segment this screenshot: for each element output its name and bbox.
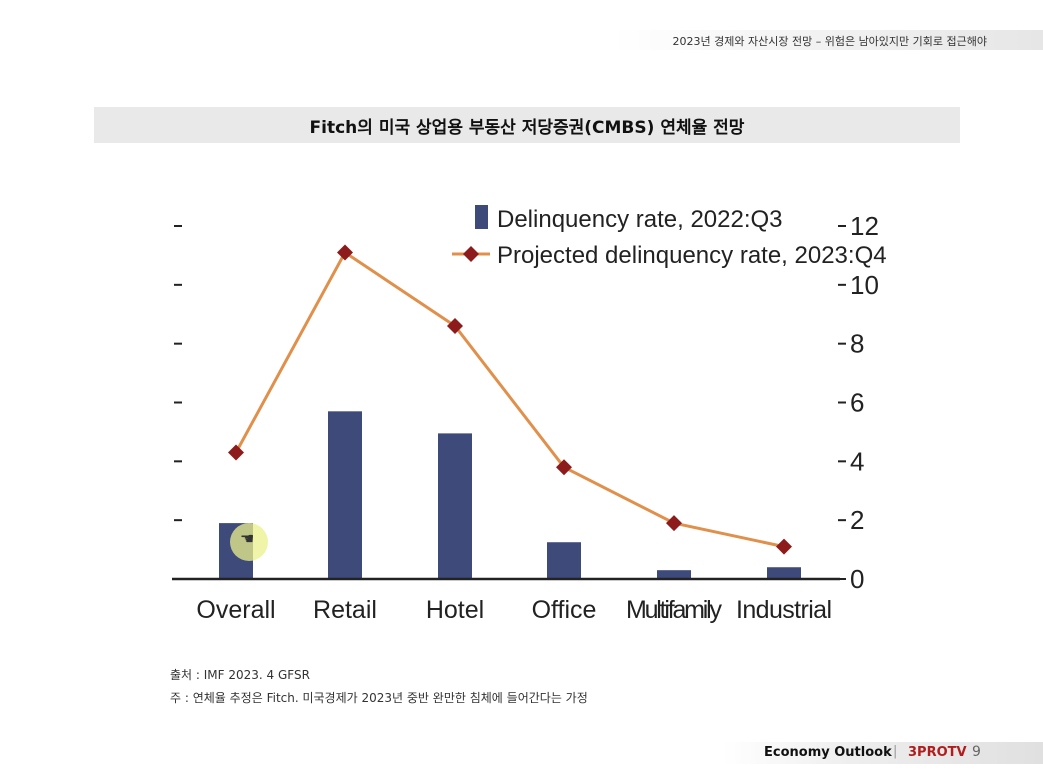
- y-tick-label-1: 2: [850, 505, 864, 535]
- legend-swatch-marker: [463, 246, 479, 262]
- right-axis: 0 2 4 6 8 10 12: [838, 211, 879, 594]
- note-line: 주 : 연체율 추정은 Fitch. 미국경제가 2023년 중반 완만한 침체…: [170, 691, 588, 705]
- marker-hotel: [447, 318, 463, 335]
- bars: [219, 411, 801, 579]
- source-line: 출처 : IMF 2023. 4 GFSR: [170, 668, 310, 682]
- y-tick-label-4: 8: [850, 329, 864, 359]
- marker-multifamily: [666, 515, 682, 532]
- chart-title-bar: Fitch의 미국 상업용 부동산 저당증권(CMBS) 연체율 전망: [94, 107, 960, 143]
- y-tick-label-2: 4: [850, 446, 864, 476]
- x-tick-label-office: Office: [532, 596, 597, 624]
- bar-multifamily: [657, 570, 691, 579]
- bar-retail: [328, 411, 362, 579]
- footer-separator: |: [893, 744, 898, 759]
- footer-brand: 3PROTV: [908, 745, 967, 760]
- x-tick-label-multifamily: Multifamily: [626, 596, 723, 624]
- legend-swatch-bar: [475, 205, 488, 229]
- hand-cursor-icon: ☚: [240, 529, 255, 548]
- marker-office: [556, 459, 572, 476]
- bar-office: [547, 542, 581, 579]
- header-bar: [613, 30, 1043, 50]
- left-axis-ticks: [174, 225, 182, 522]
- x-tick-label-hotel: Hotel: [426, 596, 484, 624]
- projected-line: [234, 250, 785, 549]
- legend-label-line: Projected delinquency rate, 2023:Q4: [497, 242, 887, 269]
- x-axis-labels: Overall Retail Hotel Office Multifamily Indus…: [196, 596, 832, 624]
- page-number: 9: [972, 744, 981, 760]
- bar-industrial: [767, 567, 801, 579]
- x-tick-label-overall: Overall: [196, 596, 275, 624]
- footer-bar: [723, 742, 1043, 764]
- y-tick-label-0: 0: [850, 564, 864, 594]
- x-tick-label-industrial: Industrial: [736, 596, 832, 624]
- marker-overall: [228, 444, 244, 461]
- header-text: 2023년 경제와 자산시장 전망 – 위험은 남아있지만 기회로 접근해야: [672, 35, 987, 48]
- legend: Delinquency rate, 2022:Q3 Projected delin…: [452, 205, 887, 269]
- footer-label: Economy Outlook: [764, 745, 892, 760]
- chart-title: Fitch의 미국 상업용 부동산 저당증권(CMBS) 연체율 전망: [309, 117, 745, 138]
- y-tick-label-5: 10: [850, 270, 879, 300]
- marker-industrial: [776, 538, 792, 555]
- bar-hotel: [438, 433, 472, 579]
- cursor-highlight: [230, 523, 268, 561]
- y-tick-label-3: 6: [850, 388, 864, 418]
- legend-label-bar: Delinquency rate, 2022:Q3: [497, 206, 783, 233]
- y-tick-label-6: 12: [850, 211, 879, 241]
- projected-line-series: [228, 244, 792, 555]
- marker-retail: [337, 244, 353, 261]
- x-tick-label-retail: Retail: [313, 596, 377, 624]
